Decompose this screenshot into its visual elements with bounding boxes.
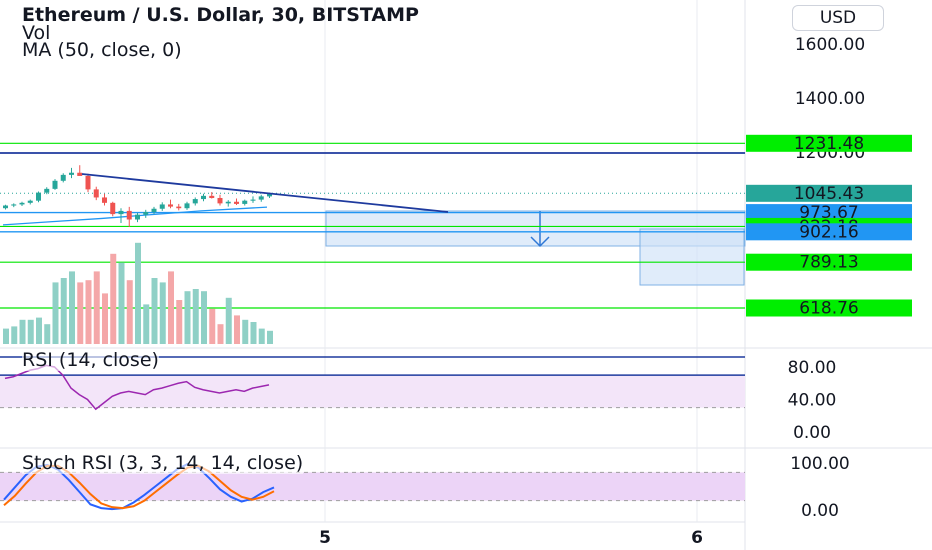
volume-bar-4 [36,317,42,344]
volume-indicator-label: Vol [22,22,51,44]
volume-bar-9 [77,282,84,344]
volume-bar-12 [102,293,108,344]
volume-bar-2 [19,319,26,344]
volume-bar-6 [52,282,59,344]
candle-1 [11,204,17,206]
candle-10 [85,175,91,190]
candle-5 [44,188,50,193]
level-badge-4: 789.13 [746,253,912,273]
candle-7 [60,174,66,181]
time-label-6: 6 [691,528,703,548]
svg-text:1045.43: 1045.43 [794,184,864,204]
volume-bar-10 [85,280,92,344]
candle-0 [3,205,8,209]
level-badge-5: 618.76 [746,299,912,319]
candle-4 [36,192,41,201]
rsi-tick-2: 0.00 [793,423,831,443]
rsi-pane-title: RSI (14, close) [22,349,159,371]
candle-13 [110,202,116,215]
candle-12 [102,197,107,203]
candle-15 [126,210,132,220]
volume-bar-15 [126,280,133,344]
candle-16 [135,214,140,220]
stoch-rsi-pane-title: Stoch RSI (3, 3, 14, 14, close) [22,452,304,474]
volume-bar-7 [60,278,67,344]
svg-text:789.13: 789.13 [799,253,858,273]
candle-17 [143,211,149,215]
svg-text:902.16: 902.16 [799,222,858,242]
candle-8 [69,172,74,175]
candle-30 [250,199,256,201]
volume-bar-20 [168,271,174,344]
candle-26 [217,197,223,204]
candle-21 [176,206,182,209]
candle-24 [201,195,206,200]
candle-32 [267,193,272,197]
position-target-zone-2[interactable] [639,228,745,286]
volume-bar-18 [151,278,158,344]
volume-bar-22 [184,291,191,344]
volume-bar-19 [159,282,166,344]
level-badge-3: 902.16 [746,222,912,242]
volume-bar-13 [110,253,117,344]
candle-22 [184,203,190,209]
candle-14 [118,210,124,215]
candle-6 [52,180,58,189]
candle-19 [159,204,165,209]
candle-20 [168,204,173,207]
volume-bar-1 [11,326,18,344]
candle-25 [209,195,215,198]
volume-bar-31 [258,328,265,344]
stoch-tick-1: 0.00 [801,501,839,521]
symbol-title: Ethereum / U.S. Dollar, 30, BITSTAMP [22,4,419,26]
stoch-band [0,472,745,501]
volume-bar-14 [118,262,125,344]
last-price-badge: 1045.43 [746,184,912,204]
target-arrow-head [530,236,550,248]
volume-bar-16 [135,242,141,344]
time-label-5: 5 [319,528,331,548]
volume-bar-3 [27,319,34,344]
rsi-tick-0: 80.00 [788,358,837,378]
volume-bar-28 [234,315,240,344]
currency-button[interactable]: USD [792,5,884,31]
stoch-tick-0: 100.00 [790,454,849,474]
rsi-band [0,375,745,408]
volume-bar-29 [242,319,249,344]
candle-9 [77,172,83,176]
volume-bar-21 [176,300,183,344]
volume-bar-30 [250,322,257,344]
candle-18 [151,208,157,212]
candle-2 [19,202,25,205]
candle-29 [242,200,248,204]
volume-bar-26 [217,324,224,344]
volume-bar-32 [267,330,273,344]
descending-trendline[interactable] [81,173,449,213]
rsi-tick-1: 40.00 [788,391,837,411]
volume-bar-23 [192,289,199,344]
candle-28 [234,201,239,204]
volume-bar-17 [143,304,150,344]
svg-text:1231.48: 1231.48 [794,134,864,154]
candle-27 [225,201,231,204]
volume-bar-27 [225,297,232,344]
candle-23 [192,199,198,204]
candle-11 [93,189,99,198]
candle-3 [27,200,33,203]
volume-bar-11 [93,271,100,344]
volume-bar-5 [44,324,51,344]
volume-bar-0 [3,328,9,344]
moving-average-label: MA (50, close, 0) [22,39,182,61]
volume-bar-24 [201,291,207,344]
candle-31 [258,196,264,200]
volume-bar-8 [69,271,75,344]
price-tick-0: 1600.00 [795,35,865,55]
volume-bar-25 [209,308,216,344]
price-tick-1: 1400.00 [795,89,865,109]
svg-text:618.76: 618.76 [799,299,858,319]
level-badge-0: 1231.48 [746,134,912,154]
